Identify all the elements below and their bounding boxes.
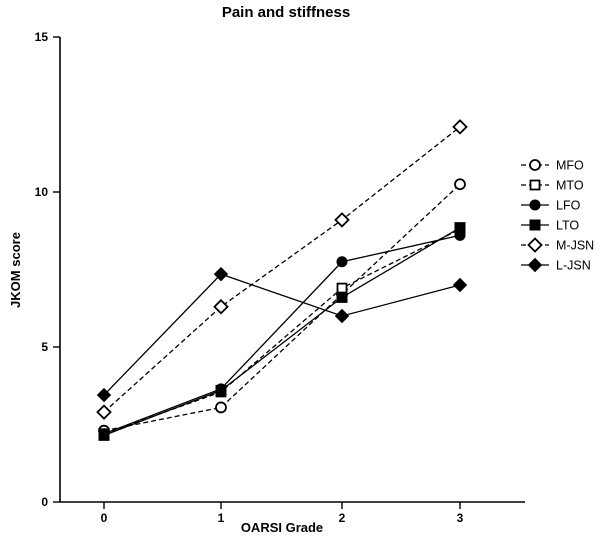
y-tick-label: 0 [41,495,48,509]
series-line [103,273,461,396]
legend-marker [527,237,543,253]
series-l-jsn [96,266,468,403]
data-point [96,387,112,403]
series-line [103,228,461,435]
data-point [454,222,466,234]
legend-label: MTO [556,179,584,193]
data-point [336,282,348,294]
y-tick-label: 10 [35,185,49,199]
data-point [452,277,468,293]
data-point [215,401,227,414]
legend-label: LTO [556,219,579,233]
data-point [336,256,348,268]
series-lto [98,222,466,441]
plot-area [96,119,468,441]
series-line [103,227,461,436]
legend-item: MTO [521,179,584,193]
y-axis-title: JKOM score [8,232,23,308]
series-mfo [98,178,466,437]
series-lfo [98,229,466,440]
legend-item: L-JSN [521,257,591,273]
legend-item: MFO [521,159,584,173]
legend-label: MFO [556,159,584,173]
series-line [103,183,461,432]
legend-label: M-JSN [556,239,594,253]
series-line [103,126,461,413]
legend: MFO MTO LFO LTO M-JSN L-JSN [521,159,594,273]
legend-marker [527,257,543,273]
data-point [452,119,468,135]
data-point [215,384,227,396]
series-m-jsn [96,119,468,420]
data-point [334,308,350,324]
series-line [103,234,461,435]
data-point [334,212,350,228]
y-axis: 0 5 10 15 [35,30,61,509]
legend-item: M-JSN [521,237,594,253]
legend-marker [529,219,541,231]
x-tick-label: 3 [457,511,464,525]
x-tick-label: 2 [339,511,346,525]
x-axis-title: OARSI Grade [241,520,323,535]
data-point [336,291,348,303]
legend-marker [529,179,541,191]
data-point [213,298,229,315]
data-point [96,404,112,420]
legend-marker [529,199,541,211]
legend-item: LTO [521,219,579,233]
legend-marker [529,159,541,171]
chart-title: Pain and stiffness [222,4,350,21]
legend-item: LFO [521,199,581,213]
x-tick-label: 0 [101,511,108,525]
data-point [213,266,229,282]
y-tick-label: 5 [41,340,48,354]
legend-label: LFO [556,199,581,213]
x-axis: 0 1 2 3 [60,501,525,525]
x-tick-label: 1 [218,511,225,525]
data-point [98,429,110,441]
data-point [454,178,466,191]
legend-label: L-JSN [556,259,591,273]
y-tick-label: 15 [35,30,49,44]
